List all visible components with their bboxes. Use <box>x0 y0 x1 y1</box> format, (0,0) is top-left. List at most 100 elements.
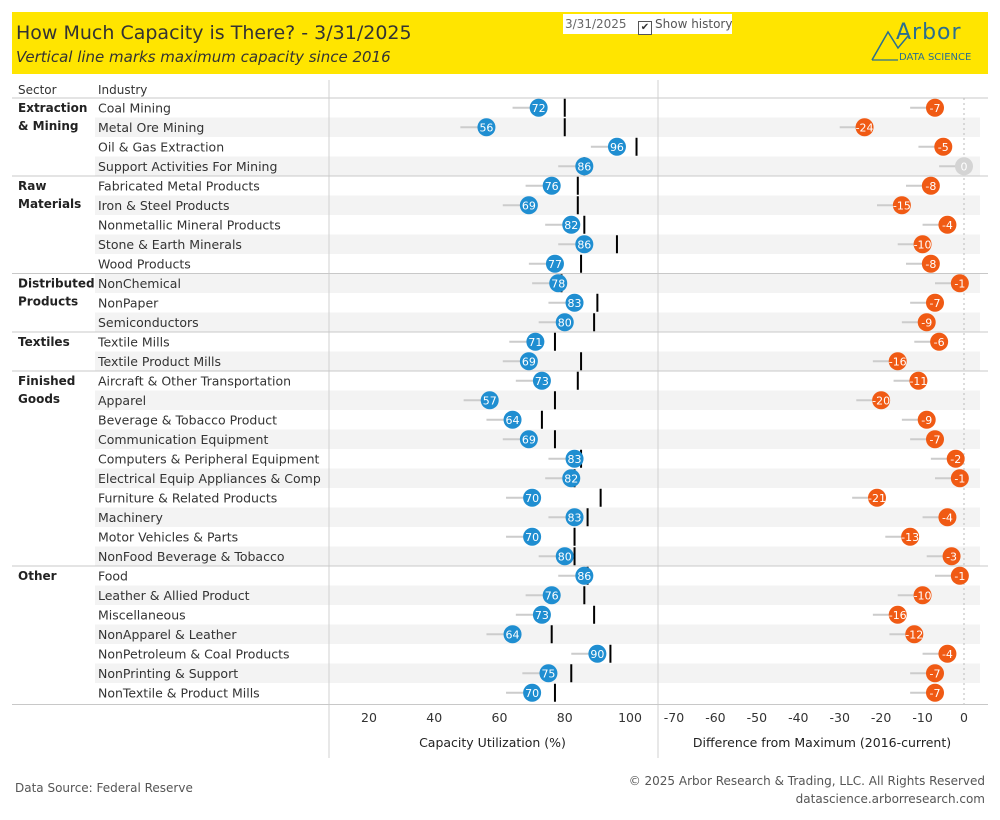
page-title: How Much Capacity is There? - 3/31/2025 <box>16 22 412 44</box>
difference-label: -11 <box>909 375 927 388</box>
difference-point <box>917 410 936 429</box>
difference-point <box>872 391 891 410</box>
difference-point <box>888 605 907 624</box>
difference-point <box>938 644 957 663</box>
utilization-point <box>519 430 538 449</box>
utilization-point <box>565 508 584 527</box>
difference-point <box>888 352 907 371</box>
difference-label: -1 <box>954 472 965 485</box>
utilization-point <box>549 274 568 293</box>
utilization-label: 72 <box>532 102 546 115</box>
industry-label: Machinery <box>98 510 163 525</box>
industry-label: Miscellaneous <box>98 607 186 622</box>
utilization-point <box>565 293 584 312</box>
industry-header: Industry <box>98 83 147 97</box>
industry-label: Nonmetallic Mineral Products <box>98 217 281 232</box>
sector-label: Finished <box>18 374 75 388</box>
difference-label: -9 <box>921 414 932 427</box>
difference-label: -2 <box>950 453 961 466</box>
utilization-label: 57 <box>483 394 497 407</box>
utilization-point <box>562 215 581 234</box>
difference-point <box>913 235 932 254</box>
show-history-toggle[interactable]: ✔ Show history <box>635 14 732 35</box>
utilization-label: 69 <box>522 433 536 446</box>
industry-label: Textile Mills <box>97 334 170 349</box>
logo-subtext: DATA SCIENCE <box>899 52 972 63</box>
industry-label: Support Activities For Mining <box>98 159 277 174</box>
industry-label: NonApparel & Leather <box>98 627 237 642</box>
row-band <box>95 546 980 566</box>
utilization-label: 69 <box>522 355 536 368</box>
utilization-point <box>532 605 551 624</box>
industry-label: Food <box>98 568 128 583</box>
utilization-point <box>542 176 561 195</box>
right-axis-tick: -20 <box>871 710 891 725</box>
difference-label: -7 <box>930 297 941 310</box>
difference-point <box>950 469 969 488</box>
right-axis-tick: -50 <box>747 710 767 725</box>
utilization-label: 75 <box>541 667 555 680</box>
difference-point <box>942 547 961 566</box>
checkbox-icon[interactable]: ✔ <box>638 21 652 35</box>
difference-point <box>926 430 944 449</box>
difference-label: -10 <box>914 238 932 251</box>
industry-label: NonPetroleum & Coal Products <box>98 646 290 661</box>
utilization-label: 82 <box>564 472 578 485</box>
utilization-label: 78 <box>551 277 565 290</box>
industry-label: NonPrinting & Support <box>98 666 238 681</box>
date-selector[interactable]: 3/31/2025 <box>563 14 635 34</box>
utilization-point <box>519 196 538 215</box>
difference-point <box>926 683 944 702</box>
utilization-label: 90 <box>590 648 604 661</box>
utilization-label: 70 <box>525 531 539 544</box>
utilization-label: 80 <box>558 316 572 329</box>
website-link[interactable]: datascience.arborresearch.com <box>795 792 985 806</box>
utilization-point <box>565 449 584 468</box>
sector-label: Distributed <box>18 277 95 291</box>
difference-label: -20 <box>872 394 890 407</box>
copyright-block: © 2025 Arbor Research & Trading, LLC. Al… <box>629 772 985 808</box>
utilization-label: 76 <box>545 589 559 602</box>
row-band <box>95 390 980 410</box>
difference-label: -16 <box>889 609 907 622</box>
row-band <box>95 624 980 644</box>
difference-point <box>946 449 965 468</box>
difference-point <box>926 293 944 312</box>
utilization-point <box>532 371 551 390</box>
data-source: Data Source: Federal Reserve <box>15 781 193 795</box>
utilization-point <box>555 313 574 332</box>
difference-point <box>926 98 944 117</box>
row-band <box>95 234 980 254</box>
difference-label: -8 <box>925 258 936 271</box>
difference-label: -1 <box>954 277 965 290</box>
industry-label: NonFood Beverage & Tobacco <box>98 549 285 564</box>
utilization-label: 83 <box>568 453 582 466</box>
utilization-label: 76 <box>545 180 559 193</box>
utilization-point <box>529 98 548 117</box>
row-band <box>95 312 980 332</box>
utilization-point <box>503 625 522 644</box>
utilization-label: 86 <box>577 160 591 173</box>
sector-label: Goods <box>18 392 60 406</box>
difference-label: -7 <box>930 687 941 700</box>
utilization-label: 64 <box>506 628 520 641</box>
utilization-label: 73 <box>535 609 549 622</box>
row-band <box>95 117 980 137</box>
utilization-label: 71 <box>528 336 542 349</box>
right-axis-tick: -40 <box>788 710 808 725</box>
industry-label: NonChemical <box>98 276 181 291</box>
utilization-label: 83 <box>568 511 582 524</box>
left-axis-tick: 80 <box>557 710 573 725</box>
difference-point <box>913 586 932 605</box>
logo-mountain-icon <box>871 30 909 61</box>
industry-label: Fabricated Metal Products <box>98 178 260 193</box>
utilization-point <box>562 469 581 488</box>
utilization-point <box>503 410 522 429</box>
utilization-point <box>575 157 594 176</box>
sector-label: Other <box>18 569 57 583</box>
industry-label: Motor Vehicles & Parts <box>98 529 238 544</box>
industry-label: Wood Products <box>98 256 191 271</box>
difference-label: -5 <box>938 141 949 154</box>
industry-label: Oil & Gas Extraction <box>98 139 224 154</box>
industry-label: Beverage & Tobacco Product <box>98 412 277 427</box>
